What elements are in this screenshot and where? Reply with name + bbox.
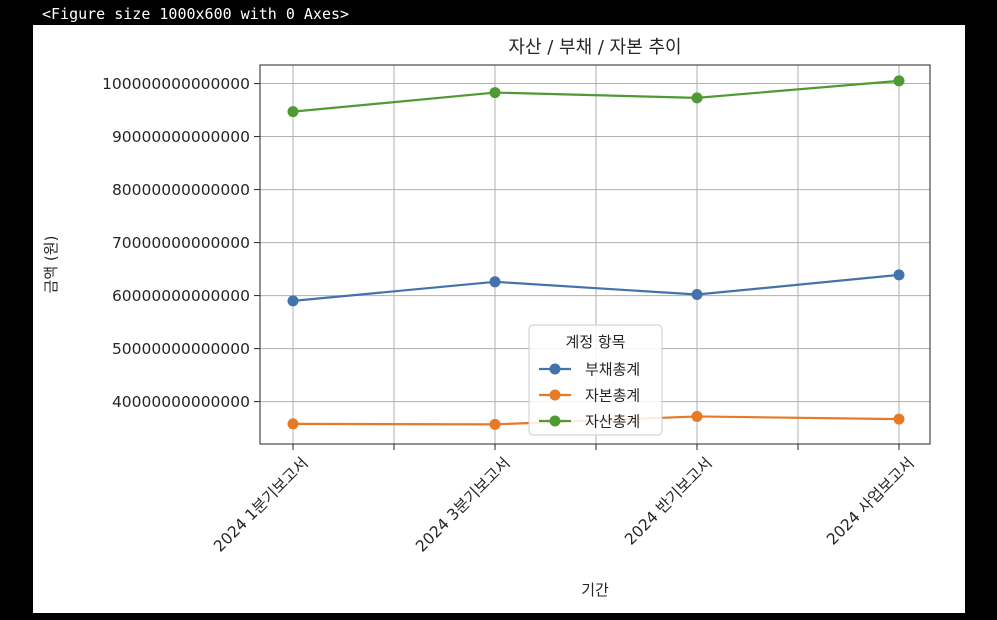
figure-size-header: <Figure size 1000x600 with 0 Axes> (42, 5, 350, 23)
y-tick-label: 70000000000000 (112, 234, 250, 252)
legend-title: 계정 항목 (566, 333, 626, 351)
x-tick-label: 2024 3분기보고서 (412, 454, 514, 556)
y-tick-label: 60000000000000 (112, 287, 250, 305)
series-line (292, 273, 900, 302)
line-chart: 2024 1분기보고서 2024 3분기보고서 2024 반기보고서 2024 사업보… (42, 37, 931, 599)
data-point (489, 276, 501, 288)
data-point (287, 295, 299, 307)
data-point (893, 413, 905, 425)
legend-label: 부채총계 (585, 361, 640, 379)
y-tick-label: 100000000000000 (102, 75, 250, 93)
legend-box (528, 324, 663, 436)
data-point (691, 289, 703, 301)
legend-label: 자본총계 (585, 387, 640, 405)
chart-title: 자산 / 부채 / 자본 추이 (508, 37, 681, 58)
y-tick-label: 40000000000000 (112, 393, 250, 411)
chart-figure: 2024 1분기보고서 2024 3분기보고서 2024 반기보고서 2024 사업보… (33, 25, 965, 613)
grid-lines (260, 65, 930, 444)
y-axis: 40000000000000 50000000000000 600000000000… (102, 75, 260, 411)
y-tick-label: 50000000000000 (112, 340, 250, 358)
legend-marker (549, 415, 561, 427)
legend-label: 자산총계 (585, 413, 640, 431)
legend-marker (549, 389, 561, 401)
x-axis-title: 기간 (581, 581, 609, 599)
x-tick-label: 2024 반기보고서 (621, 454, 716, 549)
data-point (893, 75, 905, 87)
plot-frame (259, 64, 931, 445)
data-point (489, 87, 501, 99)
x-axis: 2024 1분기보고서 2024 3분기보고서 2024 반기보고서 2024 사업보… (210, 444, 918, 556)
y-axis-title: 금액 (원) (42, 236, 60, 294)
series-layer (287, 75, 905, 430)
data-point (893, 269, 905, 281)
data-point (691, 410, 703, 422)
data-point (287, 106, 299, 118)
data-point (489, 418, 501, 430)
series-line (292, 79, 900, 113)
data-point (691, 92, 703, 104)
y-tick-label: 90000000000000 (112, 128, 250, 146)
legend-marker (549, 363, 561, 375)
x-tick-label: 2024 1분기보고서 (210, 454, 312, 556)
data-point (287, 418, 299, 430)
y-tick-label: 80000000000000 (112, 181, 250, 199)
x-tick-label: 2024 사업보고서 (823, 454, 918, 549)
